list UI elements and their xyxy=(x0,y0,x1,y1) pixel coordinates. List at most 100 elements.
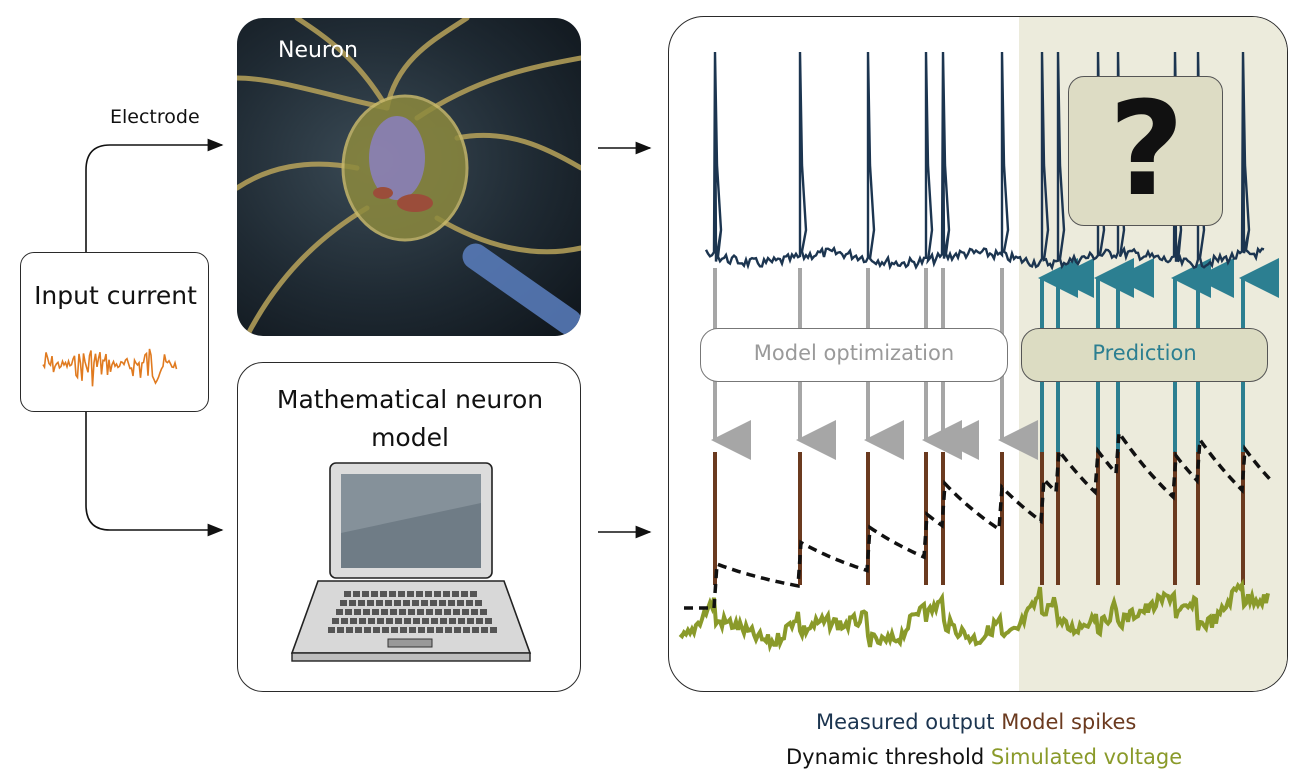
keyboard-key xyxy=(462,609,469,615)
keyboard-key xyxy=(485,618,492,624)
electrode-label: Electrode xyxy=(110,106,200,128)
keyboard-key xyxy=(417,609,424,615)
input-current-label: Input current xyxy=(34,281,197,310)
keyboard-key xyxy=(457,600,464,606)
keyboard-key xyxy=(449,618,456,624)
keyboard-key xyxy=(403,600,410,606)
keyboard-key xyxy=(390,609,397,615)
model-connector xyxy=(85,412,224,537)
neuron-label: Neuron xyxy=(278,38,358,63)
legend-row-1: Measured output Model spikes xyxy=(816,710,1136,734)
keyboard-key xyxy=(439,600,446,606)
model-label: Mathematical neuron model xyxy=(276,385,544,452)
keyboard-key xyxy=(470,591,477,597)
keyboard-key xyxy=(376,600,383,606)
keyboard-key xyxy=(380,591,387,597)
keyboard-key xyxy=(385,600,392,606)
keyboard-key xyxy=(358,600,365,606)
neuron-micrograph-icon xyxy=(237,18,581,336)
keyboard-key xyxy=(445,627,452,633)
keyboard-key xyxy=(372,609,379,615)
keyboard-key xyxy=(412,600,419,606)
keyboard-key xyxy=(409,627,416,633)
keyboard-key xyxy=(354,609,361,615)
electrode-connector xyxy=(85,138,224,252)
keyboard-key xyxy=(367,600,374,606)
keyboard-key xyxy=(337,627,344,633)
keyboard-key xyxy=(443,591,450,597)
keyboard-key xyxy=(440,618,447,624)
keyboard-key xyxy=(381,609,388,615)
keyboard-key xyxy=(431,618,438,624)
keyboard-key xyxy=(436,627,443,633)
question-box: ? xyxy=(1068,73,1223,226)
keyboard-key xyxy=(364,627,371,633)
keyboard-key xyxy=(362,591,369,597)
legend-simulated-voltage: Simulated voltage xyxy=(990,745,1183,769)
question-mark: ? xyxy=(1108,73,1185,225)
keyboard-key xyxy=(475,600,482,606)
keyboard-key xyxy=(421,600,428,606)
keyboard-key xyxy=(471,609,478,615)
keyboard-key xyxy=(461,591,468,597)
keyboard-key xyxy=(328,627,335,633)
keyboard-key xyxy=(346,627,353,633)
keyboard-key xyxy=(386,618,393,624)
keyboard-key xyxy=(476,618,483,624)
legend-row-2: Dynamic threshold Simulated voltage xyxy=(786,745,1182,769)
keyboard-key xyxy=(407,591,414,597)
keyboard-key xyxy=(413,618,420,624)
keyboard-key xyxy=(467,618,474,624)
keyboard-key xyxy=(350,618,357,624)
keyboard-key xyxy=(382,627,389,633)
keyboard-key xyxy=(425,591,432,597)
keyboard-key xyxy=(430,600,437,606)
dynamic-threshold-trace xyxy=(684,427,1274,610)
keyboard-key xyxy=(336,609,343,615)
measured-output-trace xyxy=(704,51,1265,271)
keyboard-key xyxy=(448,600,455,606)
keyboard-key xyxy=(408,609,415,615)
keyboard-key xyxy=(452,591,459,597)
keyboard-key xyxy=(373,627,380,633)
keyboard-key xyxy=(345,609,352,615)
keyboard-key xyxy=(490,627,497,633)
keyboard-key xyxy=(422,618,429,624)
keyboard-key xyxy=(481,627,488,633)
keyboard-key xyxy=(399,609,406,615)
model-spikes xyxy=(713,452,1245,585)
legend-model-spikes: Model spikes xyxy=(1001,710,1137,734)
keyboard-key xyxy=(480,609,487,615)
keyboard-key xyxy=(434,591,441,597)
input-current-box: Input current xyxy=(20,252,209,412)
legend-measured-output: Measured output xyxy=(816,710,995,734)
legend-dynamic-threshold: Dynamic threshold xyxy=(786,745,985,769)
keyboard-key xyxy=(453,609,460,615)
keyboard-key xyxy=(391,627,398,633)
keyboard-key xyxy=(400,627,407,633)
keyboard-key xyxy=(435,609,442,615)
keyboard-key xyxy=(368,618,375,624)
keyboard-key xyxy=(389,591,396,597)
keyboard-key xyxy=(454,627,461,633)
keyboard-key xyxy=(377,618,384,624)
keyboard-key xyxy=(395,618,402,624)
keyboard-key xyxy=(371,591,378,597)
keyboard-key xyxy=(427,627,434,633)
keyboard-key xyxy=(458,618,465,624)
keyboard-key xyxy=(359,618,366,624)
keyboard-key xyxy=(341,618,348,624)
keyboard-key xyxy=(363,609,370,615)
keyboard-key xyxy=(418,627,425,633)
keyboard-key xyxy=(472,627,479,633)
keyboard-key xyxy=(349,600,356,606)
keyboard-key xyxy=(355,627,362,633)
prediction-label: Prediction xyxy=(1021,328,1268,382)
keyboard-key xyxy=(344,591,351,597)
keyboard-key xyxy=(398,591,405,597)
keyboard-key xyxy=(416,591,423,597)
keyboard-key xyxy=(444,609,451,615)
keyboard-key xyxy=(394,600,401,606)
input-current-trace xyxy=(42,348,178,387)
keyboard-key xyxy=(340,600,347,606)
